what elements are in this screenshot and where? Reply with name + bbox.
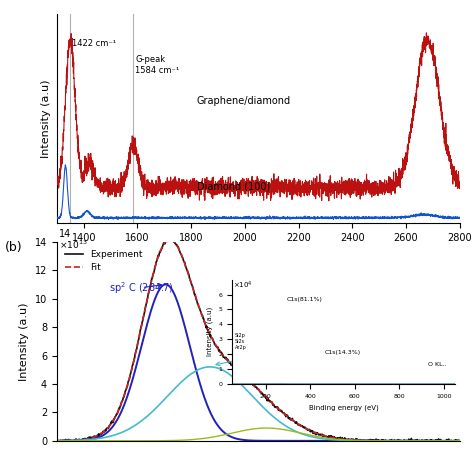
X-axis label: Binding energy (eV): Binding energy (eV)	[309, 404, 379, 410]
Text: Si2p
Si2s
Ar2p: Si2p Si2s Ar2p	[235, 333, 246, 350]
Experiment	[167, 236, 173, 241]
Line: Experiment: Experiment	[57, 238, 460, 441]
Experiment	[79, 437, 85, 442]
Text: O KL..: O KL..	[428, 362, 447, 367]
Fit	[457, 438, 463, 444]
Experiment	[289, 417, 295, 423]
Fit	[401, 438, 407, 444]
Text: $\times 10^{13}$: $\times 10^{13}$	[59, 238, 88, 251]
Line: Fit: Fit	[57, 239, 460, 441]
Text: Graphene/diamond: Graphene/diamond	[197, 96, 291, 106]
Text: (b): (b)	[5, 241, 22, 254]
Fit	[289, 417, 294, 422]
Experiment	[361, 437, 366, 443]
Experiment	[300, 423, 305, 429]
Text: sp$^2$ C (284.7): sp$^2$ C (284.7)	[109, 280, 174, 295]
Fit	[360, 438, 366, 443]
Text: C1s(81.1%): C1s(81.1%)	[287, 297, 323, 301]
Text: sp$^3$ C (285.8): sp$^3$ C (285.8)	[216, 339, 332, 366]
Experiment	[55, 438, 60, 444]
Fit	[299, 424, 305, 429]
Legend: Experiment, Fit: Experiment, Fit	[62, 246, 146, 276]
Experiment	[54, 437, 60, 442]
X-axis label: Raman shift (cm⁻¹): Raman shift (cm⁻¹)	[205, 248, 311, 258]
Text: 1422 cm⁻¹: 1422 cm⁻¹	[73, 39, 117, 48]
Fit	[79, 437, 84, 443]
Experiment	[457, 438, 463, 444]
Experiment	[312, 430, 318, 436]
Fit	[54, 438, 60, 444]
Y-axis label: Intensity (a.u): Intensity (a.u)	[207, 307, 213, 356]
Text: $\times 10^4$: $\times 10^4$	[233, 280, 253, 291]
Fit	[311, 429, 317, 435]
Fit	[167, 237, 173, 242]
Experiment	[402, 438, 408, 444]
Text: C1s(14.3%): C1s(14.3%)	[325, 350, 361, 355]
Text: 14: 14	[59, 229, 71, 239]
Y-axis label: Intensity (a.u): Intensity (a.u)	[19, 302, 29, 381]
Text: Diamond (100): Diamond (100)	[197, 181, 270, 191]
Y-axis label: Intensity (a.u): Intensity (a.u)	[41, 79, 51, 158]
Text: G-peak
1584 cm⁻¹: G-peak 1584 cm⁻¹	[135, 55, 180, 74]
